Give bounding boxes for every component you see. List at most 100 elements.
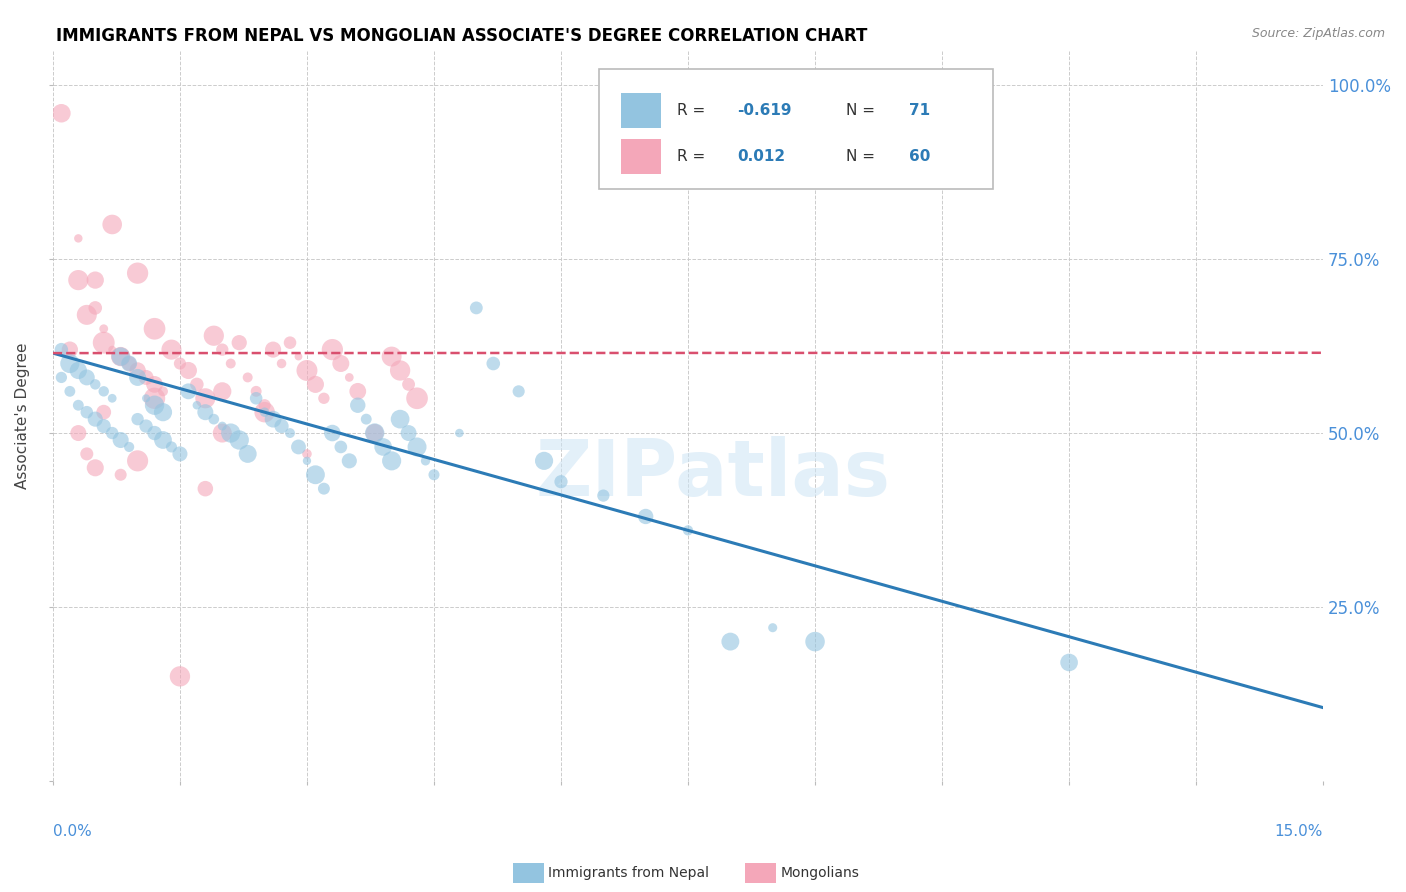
Point (329, 440, 352, 454)
Point (389, 412, 412, 426)
Point (508, 384, 530, 399)
Point (118, 357, 141, 371)
Point (127, 412, 149, 426)
Point (364, 425, 387, 440)
Point (143, 377, 166, 392)
Point (228, 433, 250, 447)
Point (143, 398, 166, 412)
Point (93, 335, 115, 350)
Point (76, 447, 98, 461)
Point (270, 419, 292, 434)
Point (465, 301, 488, 315)
Point (143, 392, 166, 406)
Point (337, 370, 360, 384)
Point (211, 343, 233, 357)
Point (676, 524, 699, 538)
Point (51, 370, 73, 384)
Point (93, 384, 115, 399)
Point (389, 363, 412, 377)
Point (295, 363, 318, 377)
Point (415, 454, 437, 468)
Point (194, 392, 217, 406)
Text: R =: R = (676, 103, 710, 118)
Point (423, 467, 446, 482)
Point (804, 634, 827, 648)
Point (93, 322, 115, 336)
Point (101, 218, 124, 232)
Point (718, 634, 741, 648)
Point (93, 405, 115, 419)
Point (219, 425, 242, 440)
Point (373, 440, 395, 454)
Point (304, 467, 326, 482)
Point (76, 405, 98, 419)
Point (135, 419, 157, 434)
Point (93, 419, 115, 434)
Text: N =: N = (845, 103, 879, 118)
Point (236, 447, 259, 461)
Point (67, 231, 90, 245)
Point (152, 433, 174, 447)
Point (160, 343, 183, 357)
Text: -0.619: -0.619 (738, 103, 792, 118)
Point (143, 322, 166, 336)
Point (59, 343, 82, 357)
Point (186, 398, 208, 412)
Point (253, 398, 276, 412)
Text: IMMIGRANTS FROM NEPAL VS MONGOLIAN ASSOCIATE'S DEGREE CORRELATION CHART: IMMIGRANTS FROM NEPAL VS MONGOLIAN ASSOC… (56, 27, 868, 45)
Point (84, 301, 107, 315)
Point (127, 363, 149, 377)
Point (278, 425, 301, 440)
Point (110, 350, 132, 364)
Point (118, 440, 141, 454)
Point (110, 433, 132, 447)
Point (169, 357, 191, 371)
Point (110, 467, 132, 482)
Point (329, 357, 352, 371)
Point (101, 425, 124, 440)
Point (262, 412, 284, 426)
Text: ZIPatlas: ZIPatlas (536, 436, 891, 512)
Point (287, 350, 309, 364)
Point (152, 405, 174, 419)
Point (202, 328, 225, 343)
Point (51, 343, 73, 357)
Text: 0.012: 0.012 (738, 149, 786, 164)
Y-axis label: Associate's Degree: Associate's Degree (15, 343, 30, 489)
Point (762, 621, 785, 635)
Point (177, 363, 200, 377)
Point (219, 357, 242, 371)
Point (110, 350, 132, 364)
Point (304, 377, 326, 392)
Text: 15.0%: 15.0% (1275, 824, 1323, 839)
Point (346, 384, 368, 399)
Point (127, 266, 149, 280)
Point (67, 363, 90, 377)
Point (211, 425, 233, 440)
Point (321, 425, 343, 440)
Point (406, 392, 429, 406)
Point (381, 454, 404, 468)
Text: 71: 71 (910, 103, 931, 118)
Point (398, 377, 420, 392)
Point (262, 343, 284, 357)
Point (76, 308, 98, 322)
Point (84, 273, 107, 287)
Point (253, 405, 276, 419)
Point (381, 350, 404, 364)
Point (533, 454, 555, 468)
Point (398, 425, 420, 440)
Point (364, 425, 387, 440)
Point (59, 384, 82, 399)
Point (337, 454, 360, 468)
Point (312, 482, 335, 496)
Text: Source: ZipAtlas.com: Source: ZipAtlas.com (1251, 27, 1385, 40)
Point (482, 357, 505, 371)
Point (169, 669, 191, 683)
Point (270, 357, 292, 371)
Point (127, 370, 149, 384)
Point (186, 377, 208, 392)
Point (194, 482, 217, 496)
Point (278, 335, 301, 350)
Point (135, 370, 157, 384)
